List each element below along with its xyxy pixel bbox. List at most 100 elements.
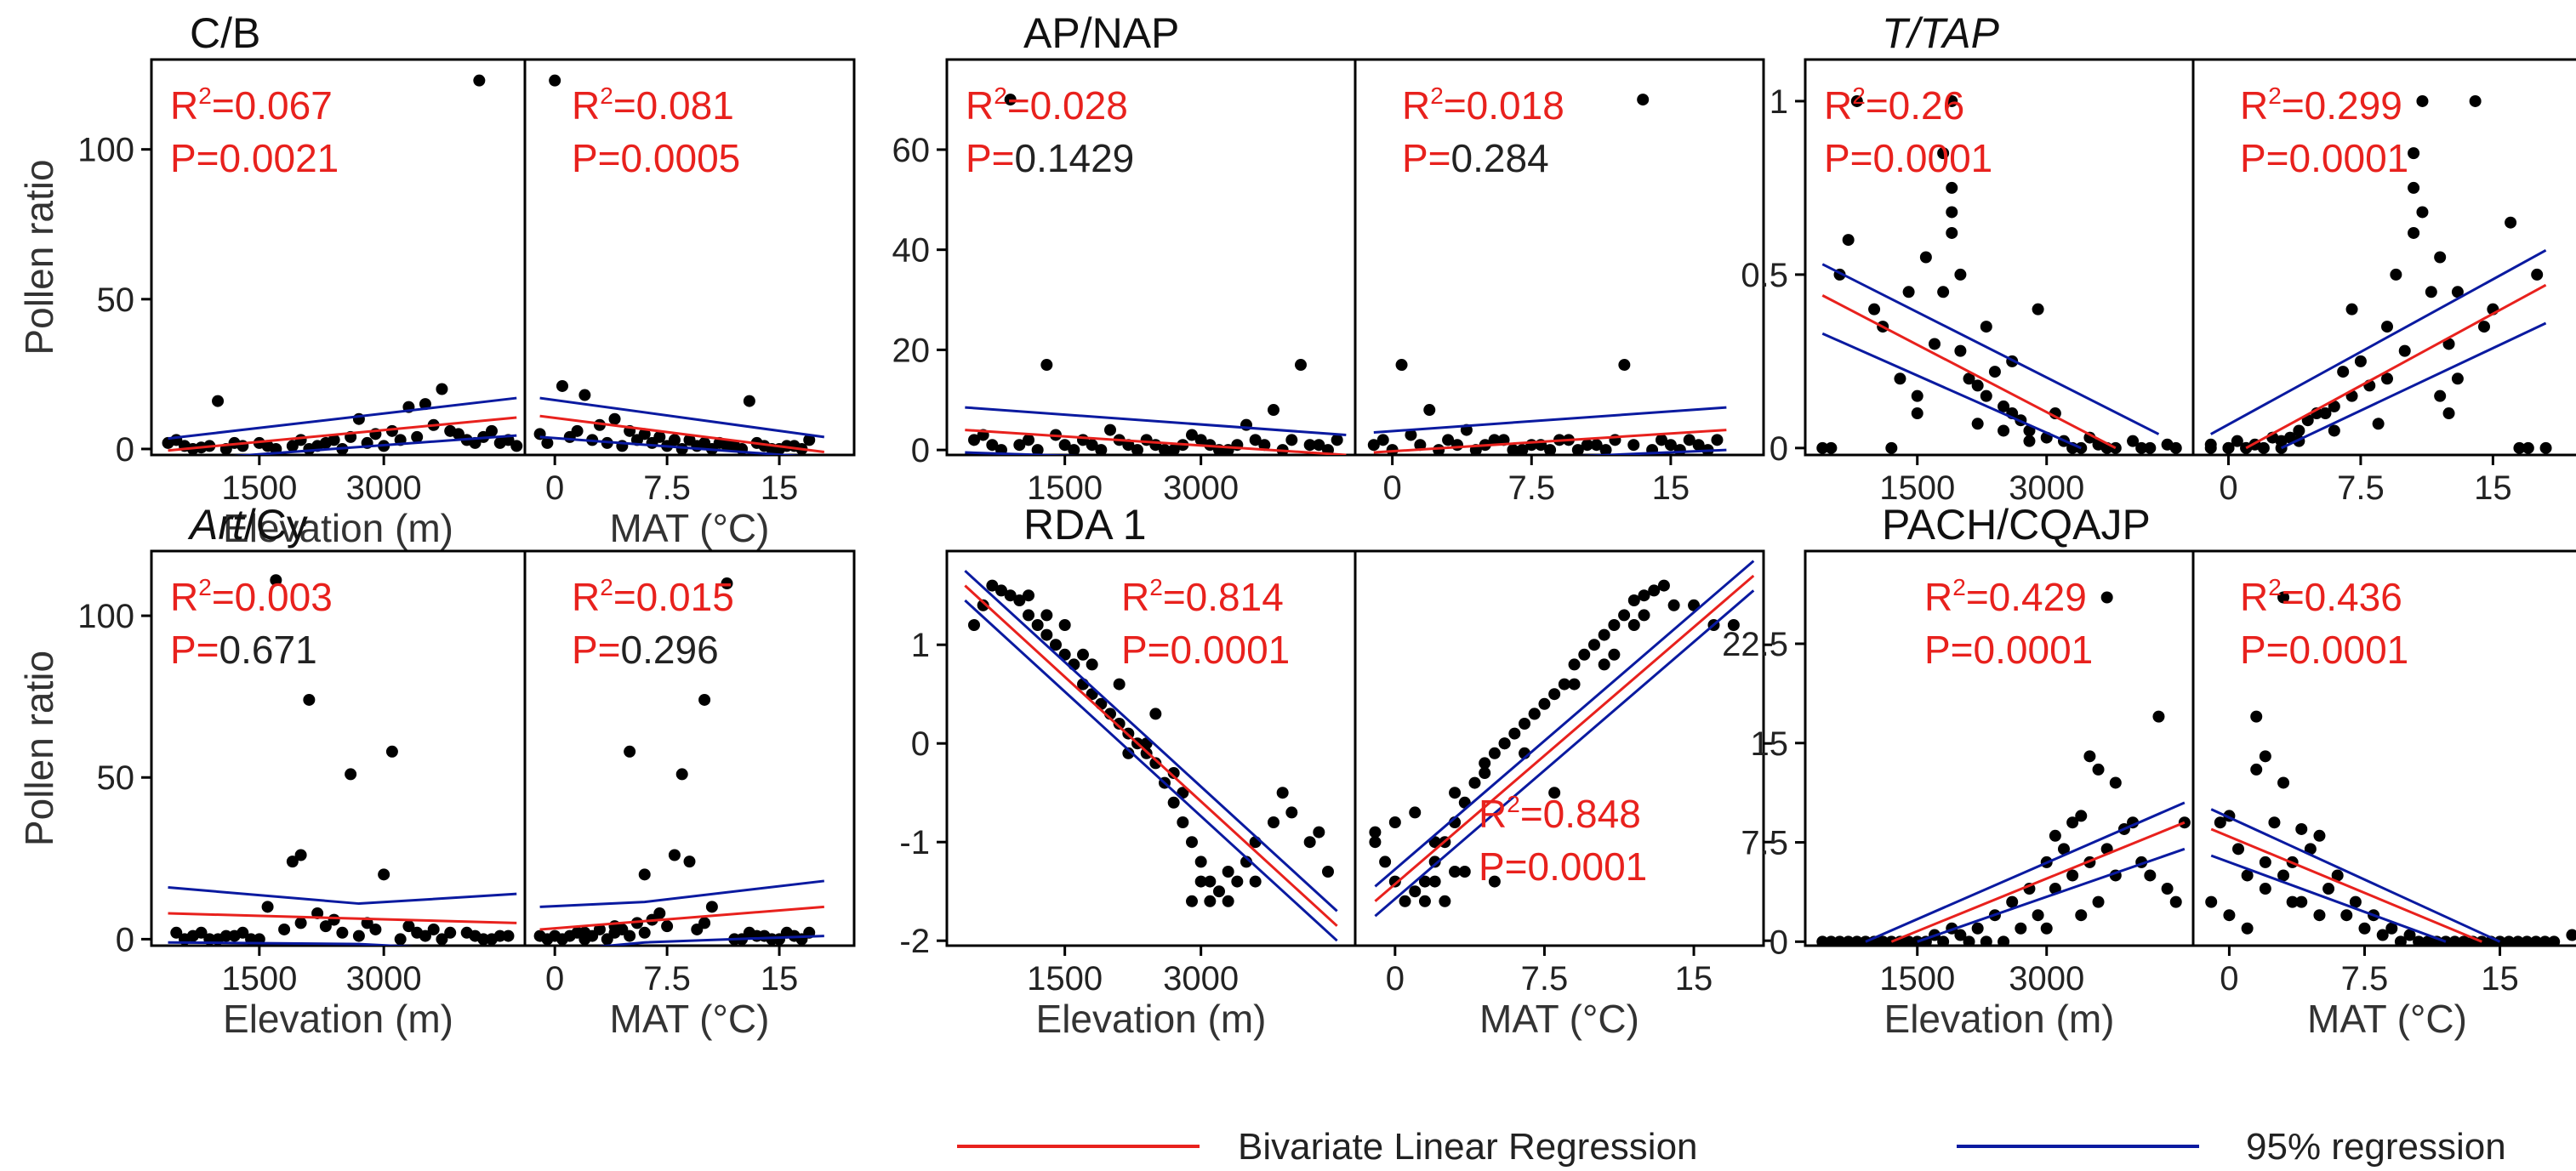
ci-upper-line [168,886,517,906]
data-point [2442,338,2455,350]
data-point [1877,935,1889,946]
ci-lower-line [539,435,801,455]
y-tick-label: 0 [911,432,930,469]
data-point [986,579,999,592]
data-point [1507,444,1519,455]
p-label: P=0.1429 [966,136,1134,180]
data-point [1058,619,1071,631]
data-point [1439,895,1451,907]
data-point [1727,619,1740,631]
data-point [1428,856,1441,868]
x-tick-label: 0 [1383,469,1402,507]
data-point [1086,439,1098,452]
panel-frame [1354,549,1765,947]
data-point [608,926,621,939]
x-axis-label: MAT (°C) [1479,997,1639,1041]
data-point [195,926,208,939]
data-point [1998,424,2010,437]
data-point [541,933,554,946]
data-point [1578,648,1591,661]
p-label: P=0.284 [1402,136,1549,180]
data-point [1149,439,1162,452]
data-point [1050,639,1062,651]
data-point [2425,286,2437,298]
data-point [2075,909,2088,922]
x-tick-label: 3000 [346,469,422,507]
data-point [2448,935,2461,946]
data-point [286,440,299,452]
data-point [2358,922,2371,935]
regression-line [1890,821,2186,943]
panel-elevation: 1500 3000 R2=0.26 P=0.0001 [1804,58,2195,507]
data-point [278,923,291,935]
data-point [1581,439,1593,452]
data-point [1369,836,1382,849]
data-point [2503,935,2516,946]
ci-lower-line [964,599,1338,942]
data-point [2434,389,2447,402]
data-point [2376,929,2389,941]
data-point [2529,935,2542,946]
data-point [2066,816,2079,829]
y-tick-label: 50 [97,281,135,319]
data-point [2092,895,2105,908]
data-point [2169,895,2182,908]
data-point [578,389,591,401]
legend-confidence-label: 95% regression [2246,1126,2506,1168]
data-point [2286,895,2299,908]
x-axis-label: Elevation (m) [223,997,453,1041]
data-point [228,929,241,942]
data-point [1167,444,1180,455]
data-point [1919,251,1932,264]
data-point [1894,372,1906,385]
panel-data [533,577,824,946]
data-point [385,745,398,758]
panel-frame [523,58,856,457]
x-tick-label: 7.5 [1507,469,1555,507]
data-point [1937,147,1950,160]
data-point [2328,400,2340,412]
p-label: P=0.296 [572,628,719,672]
data-point [2381,372,2393,385]
data-point [1268,816,1279,828]
x-tick-label: 1500 [1879,469,1955,507]
panel-data [162,74,523,455]
panel-data [2205,591,2576,946]
data-point [1911,389,1923,402]
ci-lower-line [232,434,517,455]
panel-data [533,74,825,455]
regression-line [2245,283,2547,450]
data-point [1068,444,1080,455]
data-point [2169,441,2182,454]
data-point [294,849,307,861]
data-point [336,926,349,939]
data-point [1498,737,1511,750]
data-point [1167,767,1180,779]
data-point [2144,441,2157,454]
regression-line [2210,827,2482,943]
data-point [571,424,584,437]
data-point [2268,816,2281,829]
y-tick-label: 100 [77,132,134,169]
x-axis-label: MAT (°C) [610,997,770,1041]
data-point [1222,866,1234,878]
data-point [1149,757,1162,770]
data-point [2416,206,2429,219]
data-point [1031,444,1044,455]
data-point [2127,435,2140,447]
x-tick-label: 1500 [221,469,297,507]
data-point [2083,750,2096,763]
chart-3: T/TAP 0 0.5 1 1500 3000 R2=0.26 P=0.0001 0 7.5 15 R… [1741,9,2576,507]
data-point [1468,776,1481,789]
data-point [1963,935,1975,946]
y-axis-label: Pollen ratio [17,159,61,355]
data-point [1618,359,1631,372]
x-tick-label: 3000 [346,960,422,998]
r2-label: R2=0.299 [2240,82,2402,128]
x-tick-label: 3000 [2009,469,2084,507]
data-point [2522,441,2534,454]
data-point [1971,379,1984,392]
data-point [1648,584,1661,597]
